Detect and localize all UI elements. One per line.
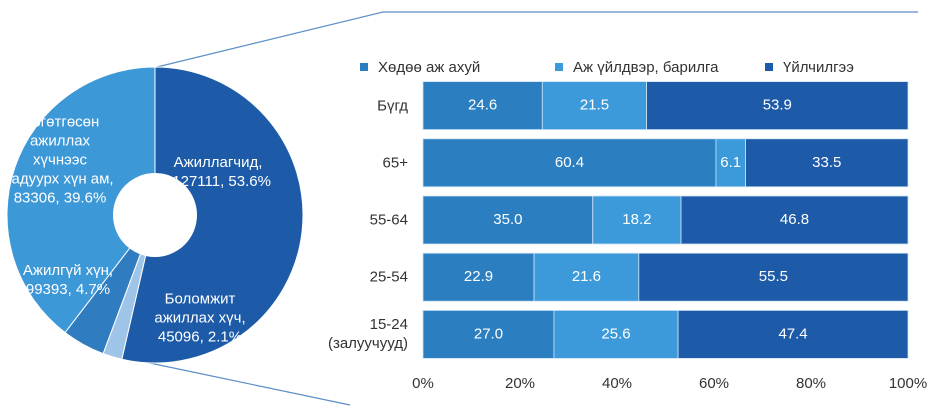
bar-segment [422,195,594,245]
bar-segment [553,309,679,359]
value-label: 35.0 [493,211,522,228]
x-tick-label: 40% [602,375,632,392]
bar-segment [745,138,909,188]
value-label: 47.4 [778,325,807,342]
legend-swatch [765,63,773,71]
bar-segment [680,195,909,245]
y-tick-label: 65+ [382,154,408,172]
value-label: 46.8 [780,211,809,228]
value-label: 22.9 [464,268,493,285]
value-label: 6.1 [720,154,741,171]
slice-label: Өргөтгөсөн ажиллах хүчнээс гадуурх хүн а… [6,113,114,207]
y-tick-label: 15-24 (залуучууд) [327,316,408,353]
x-tick-label: 80% [796,375,826,392]
value-label: 27.0 [474,325,503,342]
x-tick-label: 60% [699,375,729,392]
bar-segment [715,138,746,188]
bar-segment [646,81,909,130]
x-tick-label: 0% [412,375,434,392]
bar-segment [677,309,909,359]
value-label: 18.2 [622,211,651,228]
bar-segment [541,81,647,130]
legend-swatch [360,63,368,71]
value-label: 60.4 [555,154,584,171]
legend-label: Үйлчилгээ [783,59,854,76]
connector [156,11,918,68]
bar-segment [422,252,535,302]
value-label: 21.6 [572,268,601,285]
pie-slice [6,66,156,334]
slice-label: Боломжит ажиллах хүч, 45096, 2.1% [154,290,246,346]
x-tick-label: 100% [889,375,927,392]
y-tick-label: Бүгд [377,97,408,115]
bar-segment [592,195,682,245]
bar-segment [638,252,909,302]
slice-label: Ажилгүй хүн, 99393, 4.7% [22,262,114,298]
bar-segment [422,138,717,188]
value-label: 21.5 [580,97,609,114]
value-label: 24.6 [468,97,497,114]
connector [144,361,351,406]
legend-swatch [555,63,563,71]
y-tick-label: 55-64 [369,211,408,229]
value-label: 53.9 [763,97,792,114]
bar-segment [422,309,555,359]
x-tick-label: 20% [505,375,535,392]
slice-label: Ажиллагчид, 1127111, 53.6% [165,154,271,190]
legend-label: Аж үйлдвэр, барилга [573,59,719,76]
value-label: 33.5 [812,154,841,171]
y-tick-label: 25-54 [369,268,408,286]
pie-slice [121,66,304,364]
bar-segment [533,252,640,302]
legend-label: Хөдөө аж ахуй [378,59,480,76]
value-label: 55.5 [759,268,788,285]
value-label: 25.6 [601,325,630,342]
